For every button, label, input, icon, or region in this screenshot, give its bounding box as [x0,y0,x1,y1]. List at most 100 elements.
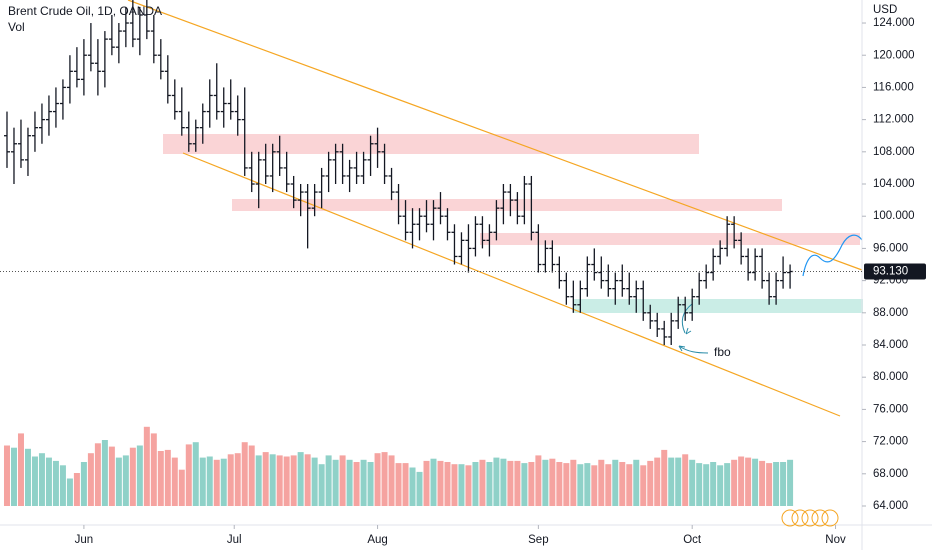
volume-bar [479,459,486,506]
fbo-arrow [681,303,693,335]
volume-bar [633,459,640,506]
volume-bar [738,456,745,506]
volume-bar [682,454,689,506]
volume-bar [542,459,549,506]
y-tick-label: 80.000 [873,371,908,383]
volume-bar [3,445,10,506]
volume-bar [129,447,136,506]
volume-bar [486,462,493,506]
volume-label: Vol [8,20,25,34]
volume-bar [507,460,514,506]
volume-bar [297,452,304,506]
volume-bar [444,462,451,506]
volume-bar [339,455,346,506]
volume-bar [717,465,724,506]
volume-bar [38,453,45,506]
volume-bar [654,457,661,506]
volume-bar [612,459,619,506]
annotation: fbo [714,345,731,359]
volume-bar [262,452,269,506]
volume-bar [290,455,297,506]
volume-bar [73,473,80,506]
volume-bar [318,464,325,506]
volume-bar [465,465,472,506]
logo-circle [811,509,829,527]
volume-bar [731,459,738,506]
volume-bar [570,459,577,506]
volume-bar [157,451,164,506]
volume-bar [584,463,591,506]
y-tick-label: 112.000 [873,114,914,126]
volume-bar [521,463,528,506]
volume-bar [115,457,122,506]
y-tick-label: 108.000 [873,146,915,158]
volume-bar [31,456,38,506]
y-tick-label: 84.000 [873,339,908,351]
volume-bar [563,463,570,506]
y-tick-label: 68.000 [873,468,908,480]
channel-upper [127,0,863,271]
forecast-path [802,234,863,277]
volume-bar [24,448,31,506]
volume-bar [752,458,759,506]
logo-circle [791,509,809,527]
resistance-zone [232,199,782,211]
x-tick-label: Sep [528,534,548,546]
volume-bar [199,457,206,506]
volume-bar [780,462,787,506]
volume-bar [773,462,780,506]
volume-bar [696,463,703,506]
volume-bar [94,443,101,506]
volume-bar [255,455,262,506]
support-zone [573,299,863,313]
volume-bar [220,458,227,506]
volume-bar [206,456,213,506]
volume-bar [591,465,598,506]
volume-bar [724,463,731,506]
last-price-label: 93.130 [873,266,908,278]
volume-bar [164,449,171,506]
volume-bar [122,455,129,506]
y-tick-label: 72.000 [873,436,908,448]
channel-lower [182,152,841,417]
volume-bar [213,459,220,506]
y-tick-label: 104.000 [873,178,915,190]
volume-bar [577,464,584,506]
volume-bar [241,442,248,506]
logo-circle [801,509,819,527]
volume-bar [80,462,87,506]
y-tick-label: 96.000 [873,242,908,254]
x-tick-label: Nov [825,534,846,546]
volume-bar [402,463,409,506]
volume-bar [304,454,311,506]
volume-bar [325,455,332,506]
y-tick-label: 120.000 [873,49,915,61]
volume-bar [311,457,318,506]
volume-bar [52,460,59,506]
volume-bar [458,464,465,506]
volume-bar [556,462,563,506]
volume-bar [10,447,17,506]
volume-bar [66,478,73,506]
fbo-arrow [678,345,709,354]
volume-bar [437,460,444,506]
volume-bar [150,433,157,506]
volume-bar [332,459,339,506]
volume-bar [192,442,199,506]
volume-bar [745,457,752,506]
plot-area: fbo [3,0,863,417]
volume-bar [416,471,423,506]
volume-bar [108,446,115,506]
volume-bar [101,440,108,506]
volume-bar [675,457,682,506]
volume-bar [283,456,290,506]
x-tick-label: Aug [367,534,387,546]
volume-bar [353,462,360,506]
resistance-zone [480,233,860,245]
volume-bar [59,465,66,506]
currency-label: USD [873,4,897,16]
y-tick-label: 124.000 [873,17,915,29]
volume-bar [640,465,647,506]
volume-bar [549,458,556,506]
